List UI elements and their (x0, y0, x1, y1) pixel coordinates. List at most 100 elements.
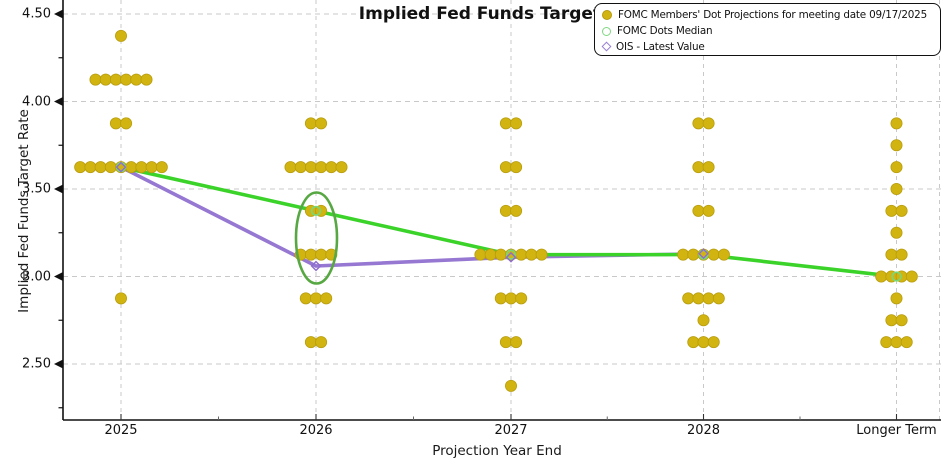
fomc-dot (890, 161, 903, 174)
fomc-dot (707, 248, 720, 261)
legend: FOMC Members' Dot Projections for meetin… (594, 3, 941, 56)
fomc-dot (304, 336, 317, 349)
filled-circle-icon (602, 10, 612, 21)
fomc-dot (299, 292, 312, 305)
fomc-dot (890, 182, 903, 195)
fomc-dot (104, 161, 117, 174)
y-axis-title: Implied Fed Funds Target Rate (16, 109, 32, 313)
y-tick-label: 4.00 (22, 94, 51, 109)
fomc-dot (120, 117, 133, 130)
fomc-dot (315, 336, 328, 349)
y-major-tick (54, 359, 63, 369)
y-tick-label: 3.00 (22, 269, 51, 284)
fomc-dot (885, 248, 898, 261)
fomc-dot (294, 161, 307, 174)
ois-marker (505, 251, 517, 263)
fomc-dot (510, 117, 523, 130)
fomc-dot (905, 270, 918, 283)
ois-marker (115, 161, 127, 173)
fomc-dot (504, 379, 517, 392)
fomc-dot (304, 161, 317, 174)
fomc-dot (504, 292, 517, 305)
fomc-dot (115, 29, 128, 42)
fomc-dot (890, 139, 903, 152)
fomc-dot (109, 73, 122, 86)
fomc-dot (99, 73, 112, 86)
fomc-dot (885, 314, 898, 327)
fomc-dot (510, 336, 523, 349)
median-marker (505, 249, 517, 260)
ois-line (120, 165, 704, 268)
y-tick-label: 3.50 (22, 181, 51, 197)
x-axis-title: Projection Year End (432, 443, 562, 459)
fomc-dot (94, 161, 107, 174)
fomc-dot (890, 226, 903, 239)
fomc-dot (697, 336, 710, 349)
fomc-dot (145, 161, 158, 174)
fomc-dot (702, 292, 715, 305)
fomc-dot (717, 248, 730, 261)
fomc-dot (109, 117, 122, 130)
fomc-dot (320, 292, 333, 305)
fomc-dot (84, 161, 97, 174)
open-diamond-icon (601, 41, 612, 52)
fomc-dot (525, 248, 538, 261)
fomc-dot (712, 292, 725, 305)
fomc-dot (115, 292, 128, 305)
fomc-dot (474, 248, 487, 261)
fomc-dot (74, 161, 87, 174)
legend-item-ois[interactable]: OIS - Latest Value (601, 39, 940, 54)
chart-title: Implied Fed Funds Target Rate (358, 4, 652, 24)
ois-marker (310, 260, 322, 272)
ois-marker (698, 248, 709, 260)
fomc-dot (309, 292, 322, 305)
fomc-dot (155, 161, 168, 174)
y-major-tick (54, 9, 63, 19)
fomc-dot (315, 161, 328, 174)
legend-item-fomc-dots[interactable]: FOMC Members' Dot Projections for meetin… (602, 8, 940, 23)
fomc-dot (890, 117, 903, 130)
fomc-dot (687, 336, 700, 349)
fomc-dot (499, 161, 512, 174)
fomc-dot (510, 204, 523, 217)
open-circle-icon (602, 26, 611, 36)
x-tick-label: Longer Term (856, 423, 937, 438)
fomc-dot (484, 248, 497, 261)
fomc-dot (325, 161, 338, 174)
fomc-dot (682, 292, 695, 305)
y-major-tick (54, 184, 63, 194)
highlight-ellipse (294, 191, 339, 285)
median-marker (891, 271, 902, 282)
fomc-dot (692, 161, 705, 174)
fomc-dot (692, 117, 705, 130)
fomc-dot (677, 248, 690, 261)
fomc-dot (895, 204, 908, 217)
fomc-dot (499, 336, 512, 349)
legend-label: FOMC Dots Median (617, 25, 713, 37)
y-major-tick (54, 97, 63, 106)
fomc-dot (895, 314, 908, 327)
fomc-dot (89, 73, 102, 86)
fomc-dot (702, 204, 715, 217)
fomc-dot (692, 204, 705, 217)
fomc-dot (895, 248, 908, 261)
fomc-dot (702, 161, 715, 174)
fomc-dot (284, 161, 297, 174)
fomc-dot (130, 73, 143, 86)
legend-label: OIS - Latest Value (616, 40, 705, 53)
fomc-dot (702, 117, 715, 130)
fomc-dot (692, 292, 705, 305)
fomc-dot (885, 204, 898, 217)
fomc-dot (494, 292, 507, 305)
fomc-dot (315, 248, 328, 261)
fomc-dot (900, 336, 913, 349)
legend-item-fomc-median[interactable]: FOMC Dots Median (602, 24, 940, 39)
fomc-dot (140, 73, 153, 86)
fomc-dot (875, 270, 888, 283)
fomc-dot (494, 248, 507, 261)
fomc-dot (135, 161, 148, 174)
fomc-dot (880, 336, 893, 349)
y-tick-label: 2.50 (22, 356, 51, 372)
